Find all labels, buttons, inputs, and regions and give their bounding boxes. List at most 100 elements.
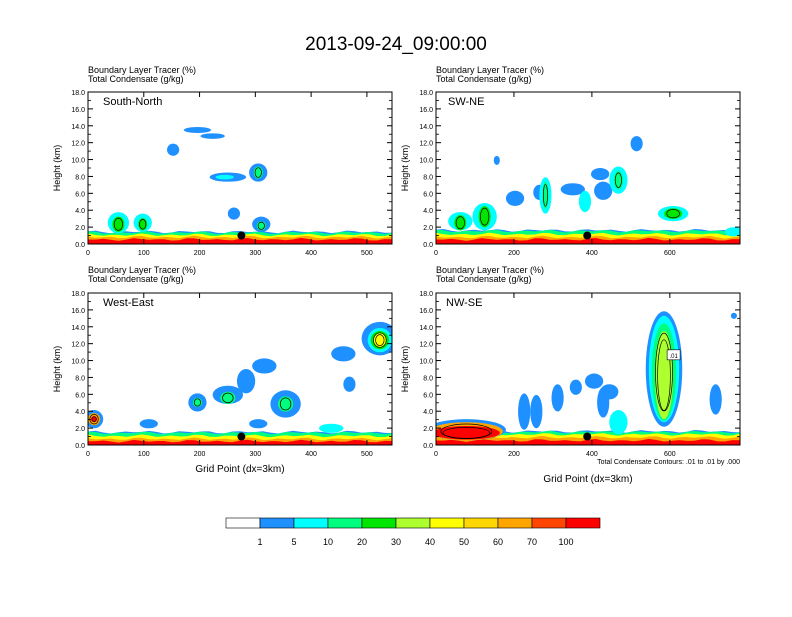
condensate-contour — [655, 332, 673, 412]
tracer-layer — [88, 439, 392, 445]
tracer-cell — [600, 384, 619, 400]
x-tick-label: 200 — [508, 250, 520, 257]
y-tick-label: 6.0 — [75, 392, 85, 399]
x-tick-label: 100 — [138, 250, 150, 257]
colorbar-label: 40 — [425, 537, 435, 547]
contour-note: Total Condensate Contours: .01 to .01 by… — [597, 459, 740, 466]
y-tick-label: 8.0 — [423, 375, 433, 382]
y-tick-label: 12.0 — [419, 342, 433, 349]
condensate-contour — [657, 339, 671, 411]
condensate-contour — [279, 397, 292, 411]
y-tick-label: 10.0 — [419, 158, 433, 165]
colorbar-swatch — [531, 517, 567, 529]
y-tick-label: 18.0 — [419, 90, 433, 97]
plot-area: 0.0 2.0 4.0 6.0 8.0 10.0 12.0 14.0 16.0 18.0 0 200 4… — [419, 291, 741, 458]
location-marker — [237, 432, 246, 441]
panel-label-tracer: Boundary Layer Tracer (%) — [436, 265, 544, 275]
x-tick-label: 500 — [361, 451, 373, 458]
colorbar-label: 30 — [391, 537, 401, 547]
x-tick-label: 400 — [586, 451, 598, 458]
panel-sw-ne: Boundary Layer Tracer (%) Total Condensa… — [400, 65, 741, 257]
tracer-cell — [505, 190, 525, 206]
y-tick-label: 12.0 — [71, 342, 85, 349]
tracer-cell — [709, 384, 722, 415]
y-tick-label: 4.0 — [423, 409, 433, 416]
x-tick-label: 600 — [664, 250, 676, 257]
y-tick-label: 4.0 — [75, 409, 85, 416]
tracer-cell — [343, 376, 356, 392]
colorbar-swatch — [225, 517, 261, 529]
condensate-contour — [373, 332, 387, 348]
panel-name: West-East — [103, 297, 154, 309]
y-axis-label: Height (km) — [52, 346, 62, 393]
colorbar-label: 60 — [493, 537, 503, 547]
tracer-cell — [249, 419, 268, 429]
tracer-cell — [530, 394, 543, 429]
y-tick-label: 12.0 — [419, 141, 433, 148]
tracer-cell — [518, 393, 531, 430]
condensate-contour — [222, 392, 234, 404]
tracer-cell — [594, 181, 613, 200]
tracer-cell — [215, 174, 234, 180]
y-tick-label: 14.0 — [71, 325, 85, 332]
tracer-cell — [192, 397, 202, 407]
condensate-contour — [455, 216, 465, 230]
colorbar-swatch — [259, 517, 295, 529]
tracer-cell — [578, 190, 592, 213]
condensate-contour — [254, 167, 262, 178]
tracer-cell — [493, 155, 500, 165]
tracer-cell — [138, 218, 148, 231]
panel-nw-se: Boundary Layer Tracer (%) Total Condensa… — [400, 265, 741, 485]
colorbar-swatch — [463, 517, 499, 529]
tracer-cell — [252, 358, 277, 374]
y-tick-label: 4.0 — [75, 208, 85, 215]
contour-label: .01 — [669, 354, 678, 360]
condensate-contour — [113, 217, 124, 231]
y-tick-label: 6.0 — [75, 191, 85, 198]
figure-title: 2013-09-24_09:00:00 — [305, 34, 487, 55]
x-tick-label: 0 — [434, 451, 438, 458]
y-tick-label: 0.0 — [423, 242, 433, 249]
tracer-cell — [591, 168, 610, 181]
condensate-contour — [614, 172, 622, 188]
tracer-cell — [167, 143, 180, 156]
location-marker — [583, 432, 592, 441]
plot-frame — [87, 292, 393, 446]
y-tick-label: 12.0 — [71, 141, 85, 148]
colorbar-label: 10 — [323, 537, 333, 547]
colorbar-label: 5 — [291, 537, 296, 547]
panel-label-tracer: Boundary Layer Tracer (%) — [88, 265, 196, 275]
tracer-cell — [724, 227, 740, 237]
colorbar-label: 70 — [527, 537, 537, 547]
x-tick-label: 300 — [249, 250, 261, 257]
colorbar: 1 5 10 20 30 40 50 60 70 100 — [225, 517, 601, 547]
y-tick-label: 16.0 — [419, 308, 433, 315]
colorbar-label: 1 — [257, 537, 262, 547]
condensate-contour — [89, 413, 99, 425]
plot-area: 0.0 2.0 4.0 6.0 8.0 10.0 12.0 14.0 16.0 18.0 0 200 4… — [419, 90, 741, 257]
condensate-contour — [666, 208, 680, 219]
y-tick-label: 8.0 — [423, 174, 433, 181]
tracer-cell — [227, 207, 240, 220]
tracer-layer — [436, 237, 740, 244]
colorbar-label: 100 — [558, 537, 573, 547]
panel-name: NW-SE — [446, 297, 482, 309]
colorbar-swatch — [497, 517, 533, 529]
condensate-contour — [442, 427, 491, 439]
y-tick-label: 14.0 — [71, 124, 85, 131]
y-tick-label: 2.0 — [75, 426, 85, 433]
tracer-cell — [253, 166, 263, 179]
y-tick-label: 18.0 — [419, 291, 433, 298]
tracer-cell — [551, 384, 564, 412]
x-axis-label: Grid Point (dx=3km) — [195, 464, 284, 475]
x-tick-label: 400 — [305, 250, 317, 257]
y-tick-label: 6.0 — [423, 191, 433, 198]
x-tick-label: 0 — [86, 451, 90, 458]
y-tick-label: 18.0 — [71, 90, 85, 97]
condensate-contour — [375, 334, 385, 346]
plot-frame — [87, 91, 393, 245]
panel-label-tracer: Boundary Layer Tracer (%) — [436, 65, 544, 75]
colorbar-swatch — [327, 517, 363, 529]
x-tick-label: 0 — [434, 250, 438, 257]
x-tick-label: 100 — [138, 451, 150, 458]
